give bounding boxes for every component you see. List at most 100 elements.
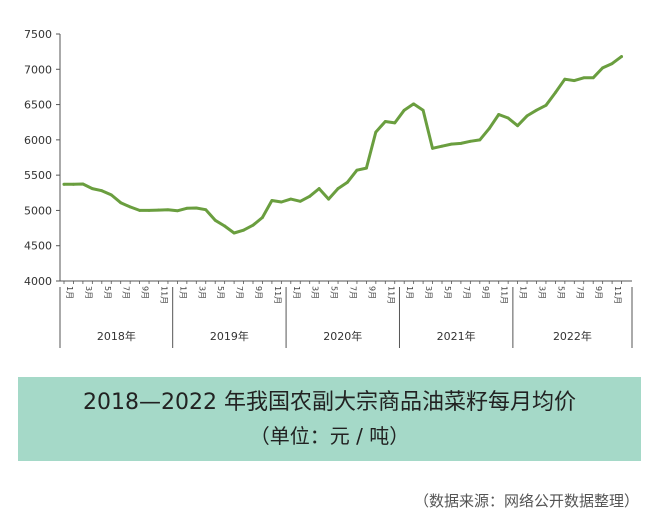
x-month-label: 11月 — [160, 286, 169, 304]
data-point — [365, 166, 368, 170]
y-tick-label: 4500 — [24, 240, 52, 253]
data-point — [317, 187, 321, 190]
x-month-label: 7月 — [235, 286, 244, 299]
data-point — [468, 139, 472, 143]
y-tick-label: 5500 — [24, 169, 52, 182]
x-month-label: 3月 — [538, 286, 547, 299]
x-axis: 1月 3月 5月 7月 9月 11月 1月 3月 5月 7月 9月 11月 1月 3月 5月 7月 9月 11月 1… — [59, 280, 633, 348]
x-month-label: 9月 — [594, 286, 603, 299]
data-point — [459, 141, 463, 145]
x-month-label: 9月 — [141, 286, 150, 299]
data-point — [232, 231, 236, 235]
x-month-label: 9月 — [481, 286, 490, 299]
data-point — [591, 76, 595, 80]
data-point — [157, 208, 160, 212]
data-point — [119, 201, 123, 205]
x-month-label: 3月 — [311, 286, 320, 299]
y-axis: 4000 4500 5000 5500 6000 6500 7000 7500 — [24, 28, 61, 288]
data-point — [383, 120, 387, 123]
x-month-label: 11月 — [500, 286, 509, 304]
y-tick-label: 4000 — [24, 275, 52, 288]
x-month-label: 1月 — [292, 286, 301, 299]
data-point — [298, 199, 302, 203]
data-point — [147, 209, 151, 212]
x-month-label: 5月 — [216, 286, 225, 299]
data-point — [176, 209, 179, 213]
x-month-label: 3月 — [84, 286, 93, 299]
data-point — [450, 142, 453, 146]
data-point — [572, 79, 576, 82]
data-point — [355, 168, 359, 172]
x-month-label: 7月 — [462, 286, 471, 299]
data-point — [487, 127, 491, 130]
data-point — [346, 180, 349, 184]
data-point — [374, 130, 378, 134]
data-point — [497, 113, 501, 116]
data-point — [308, 194, 312, 198]
data-point — [62, 182, 66, 186]
y-tick-label: 7500 — [24, 28, 52, 41]
data-point — [525, 114, 529, 118]
y-tick-label: 6500 — [24, 99, 52, 112]
y-tick-label: 6000 — [24, 134, 52, 147]
data-point — [251, 223, 255, 227]
data-point — [516, 124, 519, 128]
data-point — [327, 197, 330, 201]
x-month-label: 3月 — [197, 286, 206, 299]
x-month-label: 5月 — [103, 286, 112, 299]
data-point — [535, 108, 538, 112]
x-year-label: 2019年 — [210, 329, 249, 343]
data-point — [194, 206, 198, 210]
data-point — [213, 218, 217, 222]
data-point — [478, 138, 482, 142]
x-month-label: 5月 — [556, 286, 565, 299]
data-point — [421, 108, 425, 112]
data-point — [563, 77, 567, 81]
x-month-label: 1月 — [178, 286, 187, 299]
x-year-label: 2022年 — [553, 329, 592, 343]
data-point — [261, 216, 264, 219]
data-point — [582, 76, 586, 80]
x-month-label: 1月 — [519, 286, 528, 299]
x-month-label: 11月 — [273, 286, 282, 304]
x-month-label: 5月 — [330, 286, 339, 299]
x-year-label: 2021年 — [437, 329, 476, 343]
title-banner: 2018—2022 年我国农副大宗商品油菜籽每月均价 （单位：元 / 吨） — [18, 377, 641, 461]
data-point — [393, 121, 397, 125]
data-point — [289, 197, 293, 201]
chart-unit-subtitle: （单位：元 / 吨） — [249, 424, 410, 448]
x-month-label: 9月 — [254, 286, 263, 299]
x-month-label: 11月 — [613, 286, 622, 304]
chart-area: 4000 4500 5000 5500 6000 6500 7000 7500 1月 3月 5月 7… — [24, 28, 633, 348]
data-point — [270, 199, 274, 202]
x-year-label: 2018年 — [97, 329, 136, 343]
data-point — [72, 182, 75, 186]
x-month-label: 7月 — [122, 286, 131, 299]
data-point — [554, 91, 557, 94]
x-month-label: 7月 — [349, 286, 358, 299]
y-tick-label: 5000 — [24, 204, 52, 217]
data-point — [412, 102, 416, 106]
y-tick-label: 7000 — [24, 63, 52, 76]
data-point — [166, 208, 170, 212]
data-point — [185, 206, 189, 210]
data-point — [402, 108, 406, 112]
chart-title: 2018—2022 年我国农副大宗商品油菜籽每月均价 — [83, 390, 576, 415]
x-month-label: 1月 — [65, 286, 74, 299]
data-point — [128, 205, 132, 209]
data-point — [279, 200, 283, 204]
data-point — [544, 103, 548, 107]
data-point — [109, 193, 113, 197]
data-point — [336, 187, 340, 190]
series-group — [62, 55, 623, 235]
x-month-label: 7月 — [575, 286, 584, 299]
x-month-label: 3月 — [424, 286, 433, 299]
data-point — [81, 182, 85, 186]
x-month-label: 5月 — [443, 286, 452, 299]
x-month-label: 11月 — [386, 286, 395, 304]
data-point — [204, 208, 208, 212]
series-line — [62, 55, 623, 235]
data-point — [90, 187, 94, 190]
x-month-label: 9月 — [367, 286, 376, 299]
x-month-label: 1月 — [405, 286, 414, 299]
